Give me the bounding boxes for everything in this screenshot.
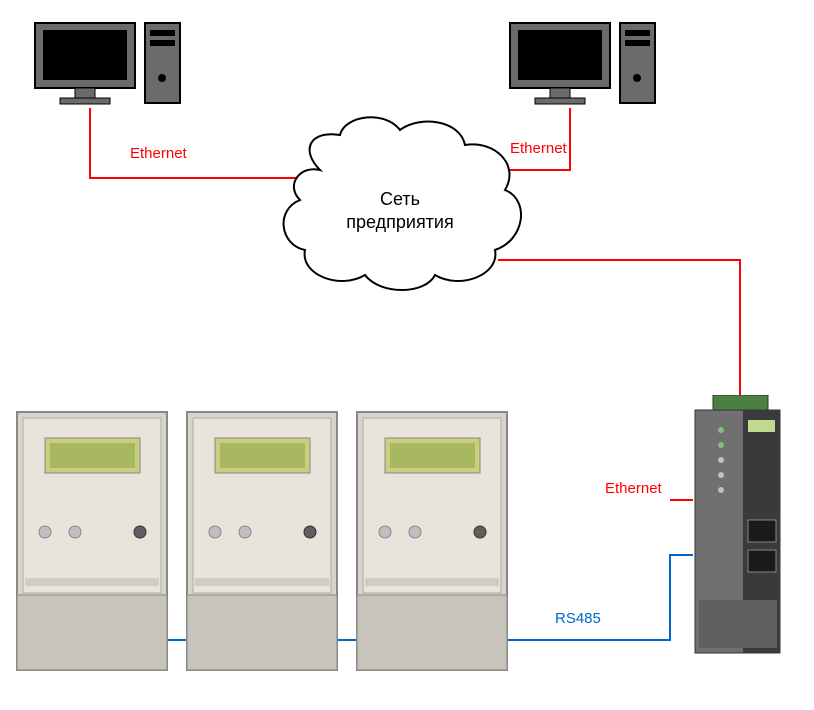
ethernet-line-pc1 xyxy=(90,108,310,178)
meter-2 xyxy=(185,410,335,670)
computer-1 xyxy=(25,18,185,118)
meter-3 xyxy=(355,410,505,670)
label-ethernet-2: Ethernet xyxy=(510,140,567,157)
ethernet-line-moxa xyxy=(498,260,740,395)
cloud-line2: предприятия xyxy=(346,212,453,232)
computer-2 xyxy=(500,18,660,118)
moxa-converter xyxy=(693,395,778,655)
meter-1 xyxy=(15,410,165,670)
label-rs485: RS485 xyxy=(555,610,601,627)
label-ethernet-1: Ethernet xyxy=(130,145,187,162)
cloud-label: Сеть предприятия xyxy=(320,188,480,235)
label-ethernet-3: Ethernet xyxy=(605,480,662,497)
cloud-line1: Сеть xyxy=(380,189,420,209)
